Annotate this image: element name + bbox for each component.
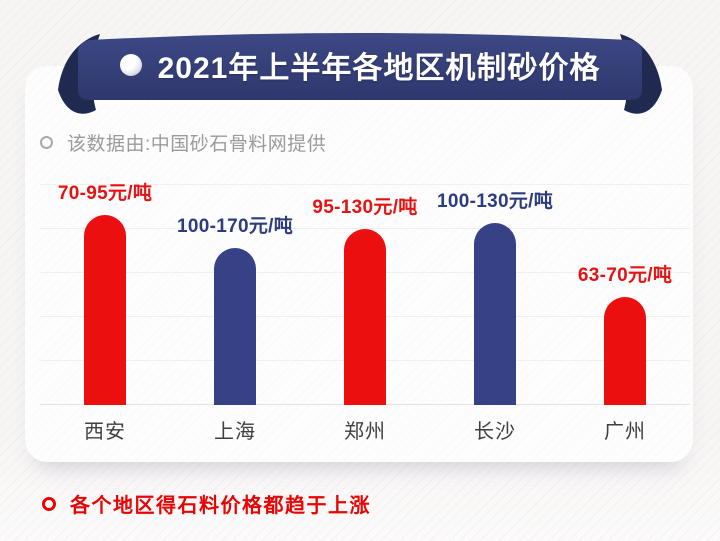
bar-郑州 xyxy=(344,229,386,405)
bar-range-label: 100-170元/吨 xyxy=(176,216,294,237)
bar-range-label: 95-130元/吨 xyxy=(312,197,418,218)
ribbon-shape xyxy=(58,33,662,114)
chart-column: 100-170元/吨 上海 xyxy=(170,172,300,443)
category-label: 广州 xyxy=(604,421,646,443)
gridline xyxy=(40,184,690,185)
page-title: 2021年上半年各地区机制砂价格 xyxy=(157,52,601,85)
conclusion-row: 各个地区得石料价格都趋于上涨 xyxy=(42,489,371,518)
category-label: 郑州 xyxy=(344,421,386,443)
sphere-bullet-icon xyxy=(119,54,142,76)
bar-广州 xyxy=(604,297,646,405)
ribbon-body xyxy=(78,33,642,100)
circle-bullet-icon xyxy=(40,136,53,149)
category-label: 长沙 xyxy=(474,421,516,443)
circle-bullet-icon xyxy=(42,496,56,511)
bar-range-label: 100-130元/吨 xyxy=(436,191,554,212)
title-banner: 2021年上半年各地区机制砂价格 xyxy=(54,22,666,122)
bar-range-label: 70-95元/吨 xyxy=(57,183,153,204)
chart-column: 63-70元/吨 广州 xyxy=(560,172,690,443)
gridline xyxy=(40,228,690,229)
data-source-text: 该数据由:中国砂石骨料网提供 xyxy=(67,134,327,155)
chart-columns: 70-95元/吨 西安 100-170元/吨 上海 95-130元/吨 郑州 100-130… xyxy=(40,172,690,443)
bar-长沙 xyxy=(474,223,516,405)
data-source-row: 该数据由:中国砂石骨料网提供 xyxy=(40,129,326,156)
bar-range-label: 63-70元/吨 xyxy=(577,265,673,286)
bar-上海 xyxy=(214,248,256,405)
chart-column: 100-130元/吨 长沙 xyxy=(430,172,560,443)
chart-column: 70-95元/吨 西安 xyxy=(40,172,170,443)
bar-chart: 70-95元/吨 西安 100-170元/吨 上海 95-130元/吨 郑州 100-130… xyxy=(40,172,690,443)
chart-column: 95-130元/吨 郑州 xyxy=(300,172,430,443)
category-label: 上海 xyxy=(214,421,256,443)
banner-content: 2021年上半年各地区机制砂价格 xyxy=(78,32,642,98)
category-label: 西安 xyxy=(84,421,126,443)
conclusion-text: 各个地区得石料价格都趋于上涨 xyxy=(70,495,371,517)
bar-西安 xyxy=(84,215,126,405)
